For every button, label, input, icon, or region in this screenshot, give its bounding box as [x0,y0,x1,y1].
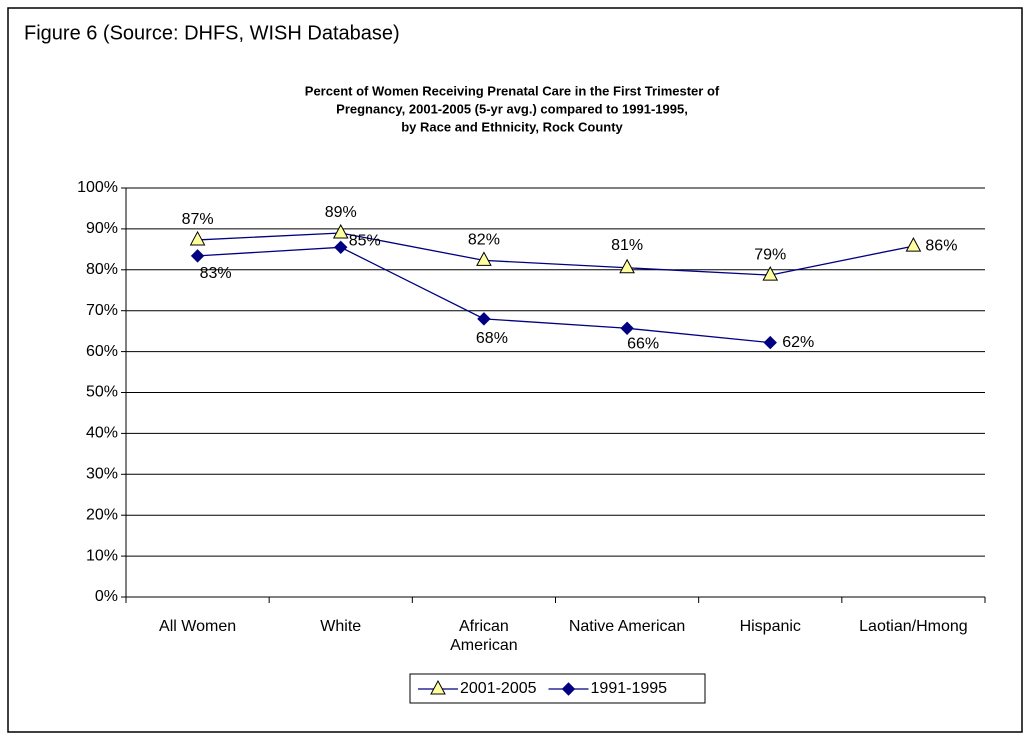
y-tick-label: 100% [77,179,118,196]
y-tick-label: 70% [86,302,118,319]
data-label: 79% [754,246,786,263]
data-label: 82% [468,232,500,249]
chart-title: by Race and Ethnicity, Rock County [401,119,623,134]
data-point [477,312,491,326]
y-tick-label: 60% [86,343,118,360]
y-tick-label: 0% [95,588,118,605]
y-tick-label: 10% [86,547,118,564]
chart-title: Percent of Women Receiving Prenatal Care… [305,83,720,98]
legend-label: 1991-1995 [591,680,668,697]
data-point [905,237,922,252]
data-point [619,258,635,274]
legend-label: 2001-2005 [460,680,537,697]
data-point [430,679,446,695]
x-tick-label: Hispanic [739,618,801,635]
figure-header: Figure 6 (Source: DHFS, WISH Database) [24,22,400,44]
frame [7,7,1023,733]
data-point [763,335,777,350]
y-tick-label: 40% [86,425,118,442]
x-tick-label: White [320,618,362,635]
data-point [189,230,206,246]
data-label: 83% [200,265,232,282]
data-label: 89% [325,204,357,221]
x-tick-label: All Women [159,618,237,635]
series-line [197,232,914,276]
y-tick-label: 20% [86,506,118,523]
data-point [762,266,779,281]
y-tick-label: 80% [86,261,118,278]
y-tick-label: 30% [86,466,118,483]
data-label: 85% [349,233,381,250]
y-tick-label: 90% [86,220,118,237]
data-label: 62% [782,334,814,351]
data-point [476,251,492,266]
y-tick-label: 50% [86,384,118,401]
data-label: 87% [182,211,214,228]
chart-title: Pregnancy, 2001-2005 (5-yr avg.) compare… [336,101,688,116]
data-point [334,240,348,255]
x-tick-label: Native American [568,618,686,635]
x-tick-label: Laotian/Hmong [859,618,968,635]
data-point [561,682,576,696]
data-point [190,249,205,263]
data-point [332,223,349,239]
data-point [620,321,634,335]
data-label: 81% [611,237,643,254]
x-tick-label: African American [450,618,518,654]
data-label: 68% [476,330,508,347]
data-label: 86% [925,237,957,254]
data-label: 66% [627,336,659,353]
